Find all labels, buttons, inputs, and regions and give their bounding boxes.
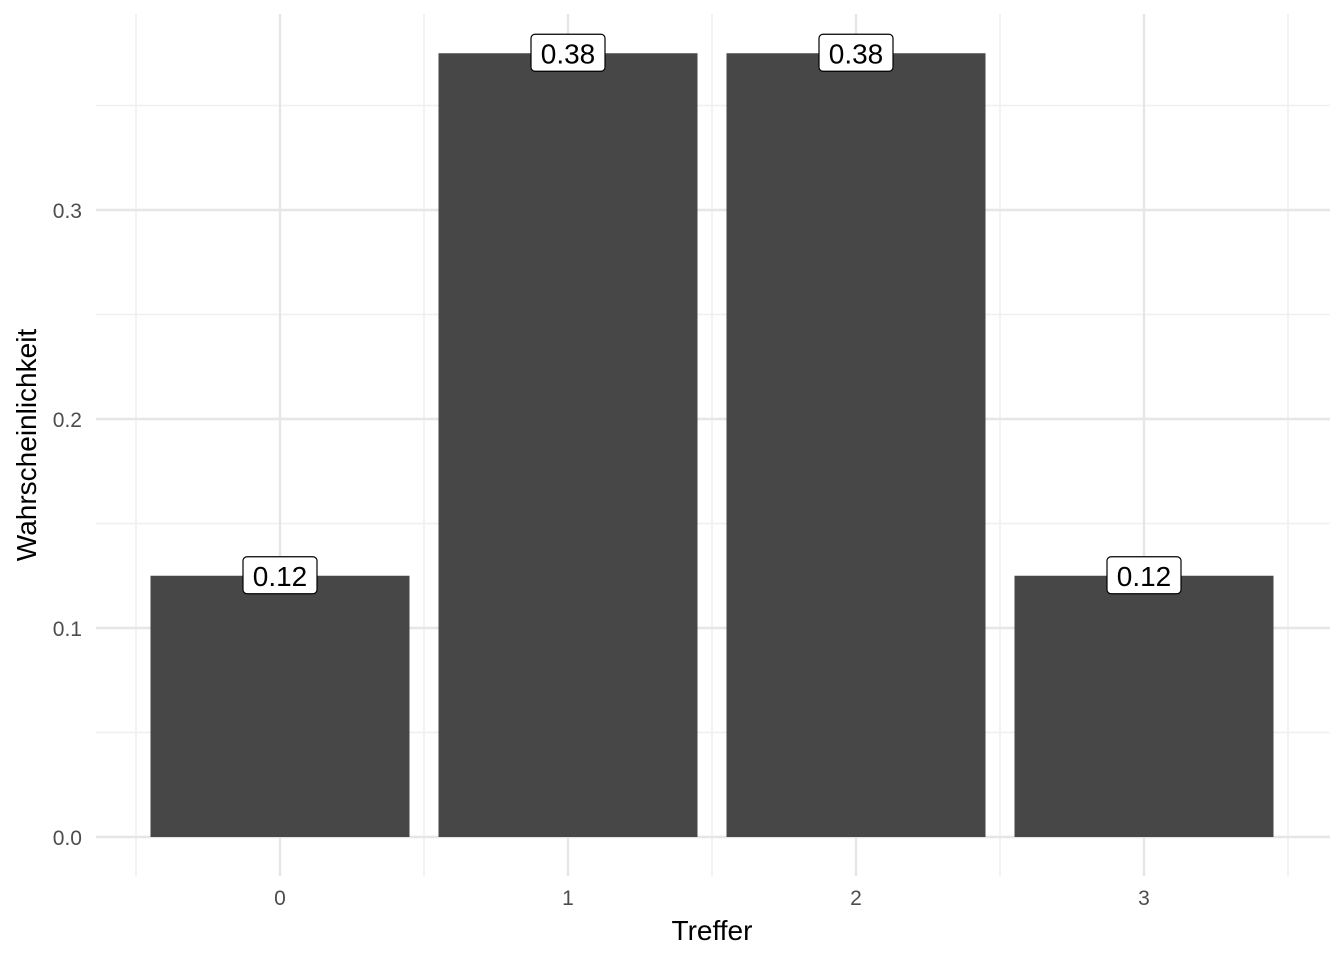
x-axis-title: Treffer <box>672 915 753 946</box>
x-tick-label: 1 <box>562 887 574 910</box>
y-tick-label: 0.1 <box>53 618 82 641</box>
y-tick-label: 0.3 <box>53 200 82 223</box>
data-label-2: 0.38 <box>818 33 894 72</box>
bar-3 <box>1014 575 1274 837</box>
data-label-box <box>242 556 318 595</box>
data-label-text: 0.38 <box>541 38 596 69</box>
y-tick-label: 0.0 <box>53 827 82 850</box>
data-label-3: 0.12 <box>1106 556 1182 595</box>
bar-1 <box>438 53 698 837</box>
y-axis-ticks: 0.0 0.1 0.2 0.3 <box>53 200 82 850</box>
data-label-text: 0.38 <box>829 38 884 69</box>
data-label-box <box>818 33 894 72</box>
y-axis-title: Wahrscheinlichkeit <box>11 329 42 562</box>
data-label-box <box>530 33 606 72</box>
data-label-text: 0.12 <box>253 561 308 592</box>
y-tick-label: 0.2 <box>53 409 82 432</box>
x-tick-label: 3 <box>1138 887 1150 910</box>
bar-0 <box>150 575 410 837</box>
bars <box>150 53 1274 837</box>
bar-2 <box>726 53 986 837</box>
x-tick-label: 2 <box>850 887 862 910</box>
data-label-text: 0.12 <box>1117 561 1172 592</box>
data-label-box <box>1106 556 1182 595</box>
x-tick-label: 0 <box>274 887 286 910</box>
data-label-0: 0.12 <box>242 556 318 595</box>
x-axis-ticks: 0 1 2 3 <box>274 887 1150 910</box>
data-label-1: 0.38 <box>530 33 606 72</box>
data-labels: 0.12 0.38 0.38 0.12 <box>242 33 1182 595</box>
